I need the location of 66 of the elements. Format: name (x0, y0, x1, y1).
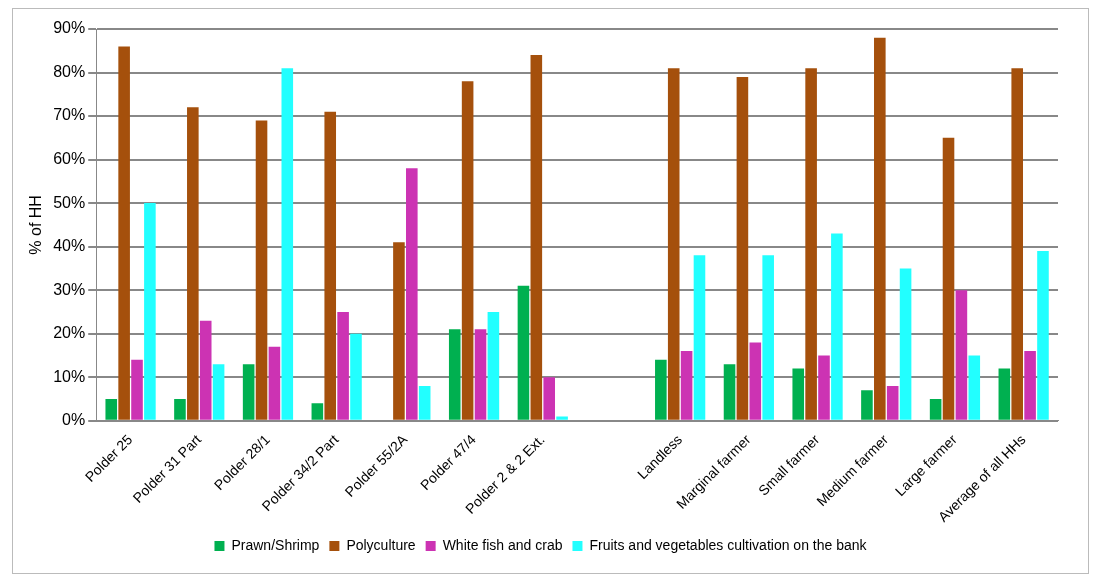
bar (818, 355, 830, 420)
bar (723, 364, 736, 420)
bar (242, 364, 255, 420)
bar (530, 55, 543, 420)
bar (693, 255, 706, 420)
bar (324, 111, 337, 420)
bar (942, 137, 955, 420)
bar (655, 359, 667, 420)
y-tick-label: 40% (53, 237, 86, 255)
bar (805, 68, 817, 420)
bar (968, 355, 981, 420)
y-axis-title: % of HH (27, 195, 45, 255)
y-tick-label: 60% (53, 150, 86, 167)
legend-label: Prawn/Shrimp (231, 536, 320, 553)
bar (118, 46, 130, 420)
bar (998, 368, 1011, 420)
bar (762, 255, 774, 420)
bar (474, 329, 487, 420)
bar (337, 311, 349, 420)
y-tick-label: 0% (62, 411, 86, 429)
y-tick-label: 20% (53, 324, 86, 342)
y-tick-label: 90% (53, 19, 86, 37)
bar (1037, 251, 1049, 420)
bar (105, 399, 118, 420)
y-tick-label: 70% (53, 106, 86, 124)
bar (311, 403, 324, 420)
bar (831, 233, 843, 420)
bar (174, 399, 186, 420)
bar (543, 377, 555, 420)
bar (212, 364, 225, 420)
bar (448, 329, 461, 420)
y-tick-label: 30% (53, 280, 86, 298)
bar (736, 76, 749, 420)
y-tick-label: 80% (53, 62, 86, 80)
bar (1024, 351, 1036, 420)
bar (393, 242, 405, 420)
bar (929, 399, 942, 420)
bar (406, 168, 418, 420)
bar (874, 37, 886, 420)
bar (680, 351, 693, 420)
bar (861, 390, 873, 420)
bar (886, 385, 899, 420)
legend-label: Fruits and vegetables cultivation on the bank (589, 536, 868, 553)
bar (187, 107, 199, 420)
y-tick-label: 10% (53, 367, 86, 385)
bar (792, 368, 805, 420)
y-tick-label: 50% (53, 193, 86, 211)
legend-label: Polyculture (346, 536, 416, 553)
bar (144, 203, 156, 420)
bar (255, 120, 268, 420)
bar (517, 285, 530, 420)
bar (899, 268, 912, 420)
bar (556, 416, 568, 420)
bar (281, 68, 294, 420)
bar (749, 342, 762, 420)
bar (1011, 68, 1024, 420)
bar (461, 81, 474, 420)
bar (199, 320, 212, 420)
bar (487, 311, 500, 420)
bar (131, 359, 143, 420)
legend-label: White fish and crab (442, 536, 563, 553)
bar (350, 333, 362, 420)
bar (418, 385, 431, 420)
bar (268, 346, 281, 420)
bar (667, 68, 680, 420)
bar (955, 290, 968, 420)
